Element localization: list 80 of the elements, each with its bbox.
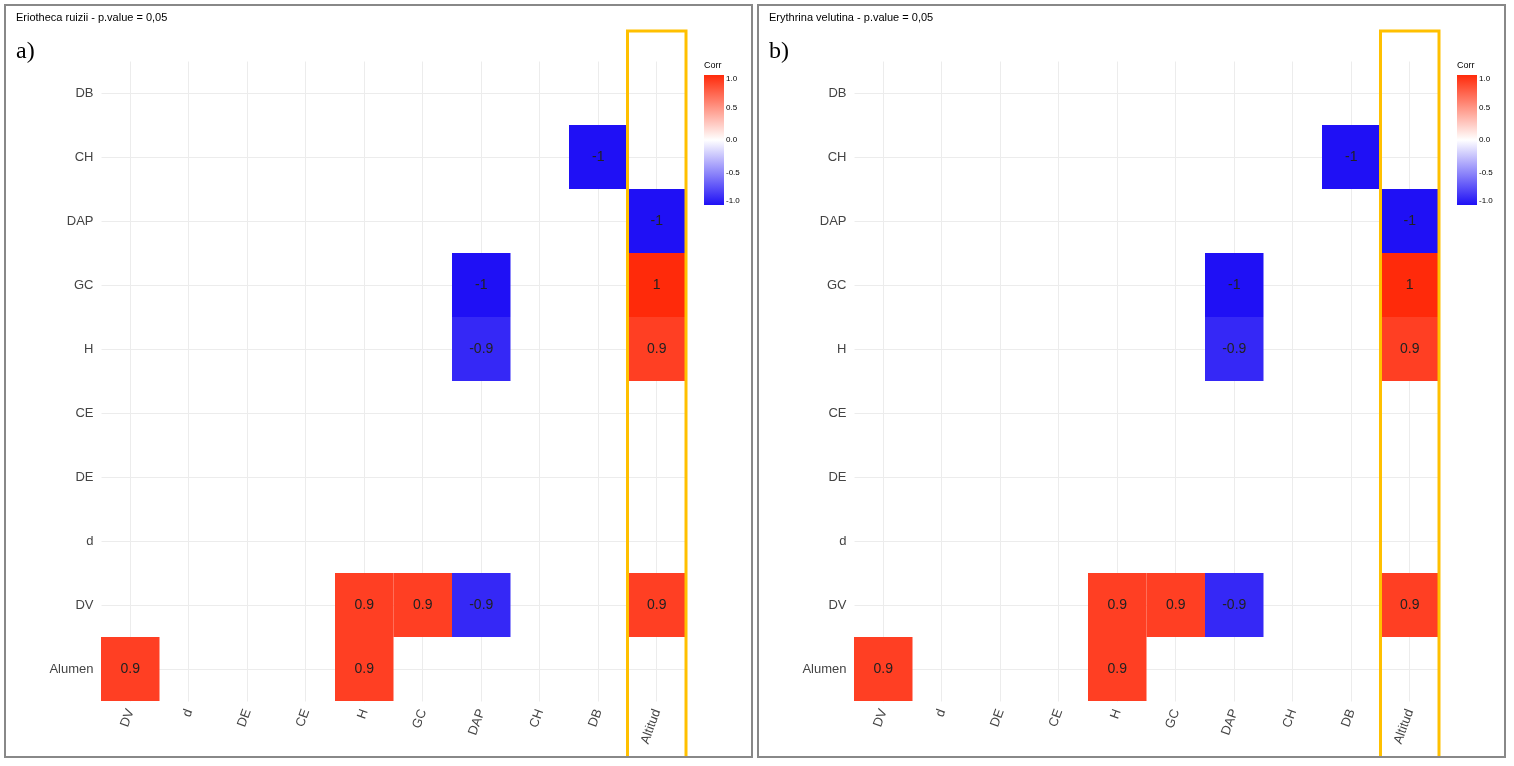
y-tick-label: DAP bbox=[819, 213, 847, 228]
y-tick-label: CE bbox=[828, 405, 847, 420]
data-label: 1 bbox=[1405, 276, 1414, 292]
chart-title: Eriotheca ruizii - p.value = 0,05 bbox=[16, 11, 168, 23]
data-label: 0.9 bbox=[1107, 596, 1128, 612]
x-tick-label: GC bbox=[1161, 706, 1183, 731]
y-tick-label: d bbox=[86, 533, 94, 548]
data-label: 0.9 bbox=[1166, 596, 1186, 612]
data-label: 0.9 bbox=[1400, 596, 1420, 612]
data-label: 0.9 bbox=[1400, 340, 1420, 356]
color-bar-label: 0.5 bbox=[726, 102, 738, 112]
data-label: 0.9 bbox=[354, 596, 375, 612]
x-tick-label: DB bbox=[584, 706, 605, 729]
data-label: -1 bbox=[1345, 148, 1358, 164]
x-tick-label: Altitud bbox=[636, 706, 664, 746]
chart-title: Erythrina velutina - p.value = 0,05 bbox=[769, 11, 934, 23]
x-tick-label: CE bbox=[292, 706, 313, 729]
data-label: -1 bbox=[592, 148, 605, 164]
data-label: 0.9 bbox=[413, 596, 433, 612]
y-tick-label: DB bbox=[75, 85, 94, 100]
y-tick-label: GC bbox=[827, 277, 847, 292]
x-tick-label: DB bbox=[1337, 706, 1358, 729]
color-bar-title: Corr bbox=[704, 60, 722, 70]
y-tick-label: DE bbox=[75, 469, 94, 484]
x-tick-label: H bbox=[1106, 706, 1124, 721]
data-label: 0.9 bbox=[873, 660, 894, 676]
color-bar-label: 0.0 bbox=[726, 135, 738, 144]
y-tick-label: GC bbox=[74, 277, 94, 292]
y-tick-label: d bbox=[839, 533, 847, 548]
x-tick-label: d bbox=[178, 706, 196, 719]
color-bar-label: -1.0 bbox=[726, 196, 741, 205]
y-tick-label: DV bbox=[75, 597, 94, 612]
x-tick-label: CE bbox=[1045, 706, 1066, 729]
data-label: -1 bbox=[475, 276, 488, 292]
color-bar-label: -0.5 bbox=[1479, 167, 1494, 177]
x-tick-label: Altitud bbox=[1389, 706, 1417, 746]
x-tick-label: DE bbox=[233, 706, 254, 729]
data-label: -0.9 bbox=[469, 596, 494, 612]
color-bar-label: 1.0 bbox=[1479, 74, 1491, 83]
data-label: 0.9 bbox=[354, 660, 375, 676]
data-label: -0.9 bbox=[1222, 340, 1247, 356]
data-label: -1 bbox=[650, 212, 664, 228]
y-tick-label: DB bbox=[828, 85, 847, 100]
y-tick-label: CE bbox=[75, 405, 94, 420]
y-tick-label: DE bbox=[828, 469, 847, 484]
y-tick-label: H bbox=[84, 341, 94, 356]
color-bar-label: -0.5 bbox=[726, 167, 741, 177]
x-tick-label: DV bbox=[869, 706, 890, 729]
x-tick-label: DV bbox=[116, 706, 137, 729]
x-tick-label: H bbox=[353, 706, 371, 721]
data-label: 0.9 bbox=[647, 596, 667, 612]
data-label: 0.9 bbox=[647, 340, 667, 356]
color-bar-label: 1.0 bbox=[726, 74, 738, 83]
y-tick-label: CH bbox=[827, 149, 847, 164]
x-tick-label: DE bbox=[986, 706, 1007, 729]
data-label: -0.9 bbox=[469, 340, 494, 356]
y-tick-label: H bbox=[837, 341, 847, 356]
data-label: -0.9 bbox=[1222, 596, 1247, 612]
data-label: 1 bbox=[652, 276, 661, 292]
y-tick-label: CH bbox=[74, 149, 94, 164]
x-tick-label: CH bbox=[1278, 706, 1300, 730]
color-bar-label: 0.0 bbox=[1479, 135, 1491, 144]
text: b) bbox=[769, 37, 789, 63]
color-bar-label: -1.0 bbox=[1479, 196, 1494, 205]
x-tick-label: DAP bbox=[1217, 706, 1241, 738]
data-label: 0.9 bbox=[1107, 660, 1128, 676]
data-label: -1 bbox=[1403, 212, 1417, 228]
x-tick-label: DAP bbox=[464, 706, 488, 738]
y-tick-label: Alumen bbox=[49, 661, 94, 676]
data-label: -1 bbox=[1228, 276, 1241, 292]
text: a) bbox=[16, 37, 35, 63]
x-tick-label: CH bbox=[525, 706, 547, 730]
color-bar-label: 0.5 bbox=[1479, 102, 1491, 112]
data-label: 0.9 bbox=[120, 660, 141, 676]
y-tick-label: DAP bbox=[66, 213, 94, 228]
color-bar-title: Corr bbox=[1457, 60, 1475, 70]
x-tick-label: d bbox=[931, 706, 949, 719]
y-tick-label: Alumen bbox=[802, 661, 847, 676]
y-tick-label: DV bbox=[828, 597, 847, 612]
x-tick-label: GC bbox=[408, 706, 430, 731]
